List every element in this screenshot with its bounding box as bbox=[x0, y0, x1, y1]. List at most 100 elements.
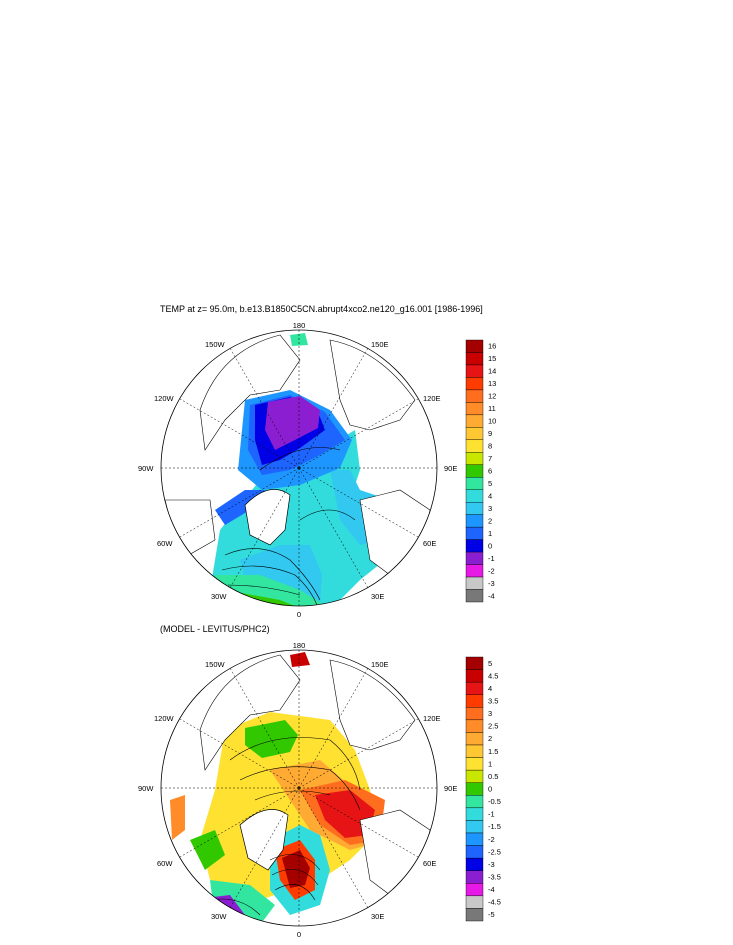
top-colorbar-swatch bbox=[465, 576, 484, 590]
bottom-colorbar-label: -1 bbox=[488, 810, 495, 819]
top-colorbar-swatch bbox=[465, 452, 484, 465]
top-lon-60e: 60E bbox=[423, 539, 436, 548]
top-colorbar-label: 13 bbox=[488, 379, 496, 388]
bottom-colorbar-swatch bbox=[465, 681, 484, 695]
bottom-colorbar-swatch bbox=[465, 795, 484, 809]
bottom-lon-150e: 150E bbox=[371, 660, 389, 669]
top-lon-150e: 150E bbox=[371, 340, 389, 349]
bottom-lon-0: 0 bbox=[297, 930, 301, 939]
bottom-lon-120e: 120E bbox=[423, 714, 441, 723]
top-colorbar-label: 7 bbox=[488, 454, 492, 463]
bottom-map-title: (MODEL - LEVITUS/PHC2) bbox=[160, 624, 270, 634]
bottom-colorbar-swatch bbox=[465, 769, 484, 783]
bottom-colorbar-label: 5 bbox=[488, 659, 492, 668]
bottom-field-bering bbox=[290, 652, 310, 667]
bottom-colorbar-label: 3.5 bbox=[488, 697, 498, 706]
bottom-colorbar-label: 2 bbox=[488, 734, 492, 743]
top-colorbar-label: 5 bbox=[488, 479, 492, 488]
bottom-land-north-america bbox=[199, 654, 301, 771]
top-lon-0: 0 bbox=[297, 610, 301, 619]
top-field-beaufort-cold bbox=[265, 396, 320, 450]
top-colorbar-swatch bbox=[465, 564, 484, 578]
bottom-colorbar-label: -1.5 bbox=[488, 822, 501, 831]
bottom-field-warm-3 bbox=[315, 790, 375, 838]
top-colorbar-label: 6 bbox=[488, 467, 492, 476]
top-colorbar-swatch bbox=[465, 427, 484, 441]
bottom-colorbar-swatch bbox=[465, 908, 484, 922]
top-colorbar-label: 12 bbox=[488, 392, 496, 401]
bottom-colorbar-label: 4 bbox=[488, 684, 492, 693]
bottom-lon-60e: 60E bbox=[423, 859, 436, 868]
top-colorbar-swatch bbox=[465, 551, 484, 565]
bottom-colorbar-swatch bbox=[465, 757, 484, 771]
bottom-colorbar: 5 4.5 4 3.5 3 2.5 2 1.5 1 0.5 0 -0.5 -1 -1.5 -2 -2.5 -3 -… bbox=[465, 656, 501, 922]
bottom-field-nordic-hot bbox=[282, 850, 310, 888]
top-colorbar-swatch bbox=[465, 414, 484, 428]
bottom-lon-120w: 120W bbox=[154, 714, 175, 723]
bottom-lon-60w: 60W bbox=[157, 859, 173, 868]
bottom-colorbar-swatch bbox=[465, 857, 484, 871]
bottom-field-baffin bbox=[190, 830, 225, 870]
top-colorbar-label: -2 bbox=[488, 566, 495, 575]
bottom-colorbar-swatch bbox=[465, 895, 484, 909]
bottom-colorbar-label: -2 bbox=[488, 835, 495, 844]
bottom-colorbar-label: 1.5 bbox=[488, 747, 498, 756]
top-colorbar-swatch bbox=[465, 539, 484, 553]
top-lon-30e: 30E bbox=[371, 592, 384, 601]
bottom-colorbar-label: 0 bbox=[488, 785, 492, 794]
bottom-graticule bbox=[161, 650, 437, 926]
bottom-colorbar-swatch bbox=[465, 694, 484, 708]
bottom-colorbar-label: -3.5 bbox=[488, 873, 501, 882]
top-colorbar-label: 3 bbox=[488, 504, 492, 513]
bottom-colorbar-swatch bbox=[465, 820, 484, 834]
bottom-lon-30e: 30E bbox=[371, 912, 384, 921]
bottom-colorbar-label: -0.5 bbox=[488, 797, 501, 806]
top-land-siberia bbox=[329, 339, 416, 431]
bottom-colorbar-swatch bbox=[465, 744, 484, 758]
bottom-colorbar-label: 2.5 bbox=[488, 722, 498, 731]
bottom-lon-150w: 150W bbox=[205, 660, 226, 669]
top-colorbar-swatch bbox=[465, 514, 484, 528]
bottom-colorbar-label: 0.5 bbox=[488, 772, 498, 781]
bottom-colorbar-label: 3 bbox=[488, 709, 492, 718]
top-colorbar-label: 11 bbox=[488, 404, 496, 413]
bottom-colorbar-swatch bbox=[465, 656, 484, 670]
top-colorbar-swatch bbox=[465, 339, 484, 353]
bottom-colorbar-label: 4.5 bbox=[488, 671, 498, 680]
bottom-map-border bbox=[160, 649, 438, 927]
bottom-colorbar-swatch bbox=[465, 782, 484, 796]
top-colorbar-swatch bbox=[465, 402, 484, 416]
bottom-colorbar-label: -4.5 bbox=[488, 898, 501, 907]
top-colorbar-swatch bbox=[465, 389, 484, 403]
top-colorbar-swatch bbox=[465, 377, 484, 391]
bottom-land-greenland bbox=[239, 809, 289, 871]
top-colorbar-swatch bbox=[465, 439, 484, 453]
bottom-colorbar-swatch bbox=[465, 870, 484, 884]
top-lon-180: 180 bbox=[293, 321, 306, 330]
top-colorbar-label: 15 bbox=[488, 354, 496, 363]
bottom-colorbar-swatch bbox=[465, 669, 484, 683]
bottom-colorbar-label: -3 bbox=[488, 860, 495, 869]
top-colorbar-label: 1 bbox=[488, 529, 492, 538]
top-colorbar-label: 2 bbox=[488, 516, 492, 525]
top-colorbar-swatch bbox=[465, 589, 484, 603]
top-colorbar-swatch bbox=[465, 526, 484, 540]
top-lon-60w: 60W bbox=[157, 539, 173, 548]
top-colorbar-label: -3 bbox=[488, 579, 495, 588]
top-lon-90e: 90E bbox=[444, 464, 457, 473]
top-lon-120e: 120E bbox=[423, 394, 441, 403]
top-map-border bbox=[160, 329, 438, 607]
top-colorbar-label: 0 bbox=[488, 541, 492, 550]
bottom-lon-90e: 90E bbox=[444, 784, 457, 793]
bottom-lon-180: 180 bbox=[293, 641, 306, 650]
top-colorbar-label: 4 bbox=[488, 491, 492, 500]
top-colorbar-label: 14 bbox=[488, 367, 496, 376]
top-land-north-america bbox=[199, 334, 301, 451]
top-colorbar-swatch bbox=[465, 352, 484, 366]
top-lon-90w: 90W bbox=[138, 464, 154, 473]
bottom-colorbar-swatch bbox=[465, 707, 484, 721]
top-colorbar-label: 16 bbox=[488, 342, 496, 351]
bottom-colorbar-label: -4 bbox=[488, 885, 495, 894]
bottom-colorbar-swatch bbox=[465, 845, 484, 859]
bottom-colorbar-label: -2.5 bbox=[488, 847, 501, 856]
